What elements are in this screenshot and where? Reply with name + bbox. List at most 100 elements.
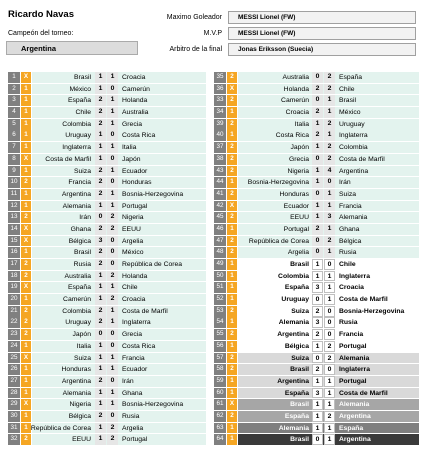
home-score-input[interactable]: 3 [312, 317, 323, 329]
away-score-input[interactable]: 2 [324, 118, 335, 130]
prediction-badge[interactable]: 1 [21, 95, 31, 107]
away-score-input[interactable]: 2 [324, 235, 335, 247]
away-score-input[interactable]: 2 [107, 223, 118, 235]
home-score-input[interactable]: 1 [95, 130, 106, 142]
arbitro-field[interactable]: Jonas Eriksson (Suecia) [228, 43, 416, 56]
away-score-input[interactable]: 1 [107, 282, 118, 294]
prediction-badge[interactable]: 1 [21, 410, 31, 422]
prediction-badge[interactable]: X [21, 352, 31, 364]
home-score-input[interactable]: 2 [312, 107, 323, 118]
away-score-input[interactable]: 1 [324, 434, 335, 446]
home-score-input[interactable]: 2 [95, 188, 106, 200]
home-score-input[interactable]: 1 [312, 375, 323, 387]
away-score-input[interactable]: 0 [107, 329, 118, 340]
away-score-input[interactable]: 0 [324, 329, 335, 340]
away-score-input[interactable]: 1 [107, 352, 118, 364]
prediction-badge[interactable]: 2 [227, 153, 237, 165]
away-score-input[interactable]: 2 [107, 294, 118, 305]
away-score-input[interactable]: 3 [324, 212, 335, 224]
away-score-input[interactable]: 2 [324, 352, 335, 364]
away-score-input[interactable]: 1 [107, 165, 118, 177]
away-score-input[interactable]: 1 [324, 188, 335, 200]
prediction-badge[interactable]: 1 [227, 422, 237, 434]
prediction-badge[interactable]: 1 [227, 434, 237, 446]
away-score-input[interactable]: 1 [107, 399, 118, 411]
prediction-badge[interactable]: 1 [227, 223, 237, 235]
home-score-input[interactable]: 3 [312, 387, 323, 399]
home-score-input[interactable]: 2 [95, 259, 106, 270]
away-score-input[interactable]: 0 [324, 259, 335, 270]
prediction-badge[interactable]: 1 [227, 387, 237, 399]
home-score-input[interactable]: 0 [312, 95, 323, 107]
home-score-input[interactable]: 0 [312, 247, 323, 259]
home-score-input[interactable]: 1 [95, 434, 106, 446]
home-score-input[interactable]: 1 [312, 142, 323, 153]
prediction-badge[interactable]: 2 [227, 410, 237, 422]
prediction-badge[interactable]: 1 [227, 282, 237, 294]
home-score-input[interactable]: 0 [312, 153, 323, 165]
prediction-badge[interactable]: 2 [21, 212, 31, 224]
away-score-input[interactable]: 1 [324, 375, 335, 387]
home-score-input[interactable]: 1 [95, 399, 106, 411]
away-score-input[interactable]: 1 [324, 422, 335, 434]
home-score-input[interactable]: 2 [312, 364, 323, 375]
away-score-input[interactable]: 1 [107, 107, 118, 118]
away-score-input[interactable]: 0 [107, 259, 118, 270]
away-score-input[interactable]: 1 [107, 118, 118, 130]
prediction-badge[interactable]: 2 [227, 305, 237, 317]
prediction-badge[interactable]: 2 [227, 142, 237, 153]
home-score-input[interactable]: 1 [95, 270, 106, 282]
away-score-input[interactable]: 0 [107, 375, 118, 387]
prediction-badge[interactable]: X [227, 83, 237, 95]
home-score-input[interactable]: 1 [95, 200, 106, 212]
prediction-badge[interactable]: 1 [21, 247, 31, 259]
away-score-input[interactable]: 1 [107, 387, 118, 399]
away-score-input[interactable]: 0 [107, 235, 118, 247]
home-score-input[interactable]: 2 [312, 223, 323, 235]
prediction-badge[interactable]: 1 [21, 118, 31, 130]
prediction-badge[interactable]: 1 [227, 317, 237, 329]
home-score-input[interactable]: 1 [95, 387, 106, 399]
away-score-input[interactable]: 2 [107, 434, 118, 446]
home-score-input[interactable]: 2 [95, 165, 106, 177]
away-score-input[interactable]: 0 [324, 305, 335, 317]
prediction-badge[interactable]: 1 [21, 364, 31, 375]
home-score-input[interactable]: 0 [312, 188, 323, 200]
home-score-input[interactable]: 1 [312, 340, 323, 352]
home-score-input[interactable]: 2 [95, 177, 106, 188]
prediction-badge[interactable]: X [227, 399, 237, 411]
away-score-input[interactable]: 1 [324, 130, 335, 142]
prediction-badge[interactable]: 2 [21, 305, 31, 317]
home-score-input[interactable]: 1 [95, 153, 106, 165]
prediction-badge[interactable]: 2 [227, 364, 237, 375]
home-score-input[interactable]: 2 [95, 317, 106, 329]
away-score-input[interactable]: 0 [107, 153, 118, 165]
home-score-input[interactable]: 2 [95, 118, 106, 130]
away-score-input[interactable]: 1 [324, 200, 335, 212]
home-score-input[interactable]: 0 [312, 235, 323, 247]
prediction-badge[interactable]: 1 [21, 165, 31, 177]
home-score-input[interactable]: 1 [312, 270, 323, 282]
prediction-badge[interactable]: 2 [227, 118, 237, 130]
home-score-input[interactable]: 1 [312, 422, 323, 434]
away-score-input[interactable]: 1 [107, 142, 118, 153]
prediction-badge[interactable]: X [21, 399, 31, 411]
prediction-badge[interactable]: X [21, 72, 31, 83]
prediction-badge[interactable]: 2 [21, 177, 31, 188]
prediction-badge[interactable]: 1 [227, 177, 237, 188]
prediction-badge[interactable]: 1 [227, 270, 237, 282]
away-score-input[interactable]: 2 [107, 422, 118, 434]
home-score-input[interactable]: 1 [95, 352, 106, 364]
away-score-input[interactable]: 2 [324, 83, 335, 95]
away-score-input[interactable]: 1 [107, 72, 118, 83]
away-score-input[interactable]: 1 [324, 387, 335, 399]
home-score-input[interactable]: 1 [312, 177, 323, 188]
home-score-input[interactable]: 1 [95, 422, 106, 434]
home-score-input[interactable]: 1 [95, 142, 106, 153]
prediction-badge[interactable]: X [21, 235, 31, 247]
away-score-input[interactable]: 0 [107, 247, 118, 259]
prediction-badge[interactable]: 2 [21, 259, 31, 270]
prediction-badge[interactable]: 2 [21, 434, 31, 446]
home-score-input[interactable]: 1 [312, 259, 323, 270]
home-score-input[interactable]: 2 [312, 83, 323, 95]
